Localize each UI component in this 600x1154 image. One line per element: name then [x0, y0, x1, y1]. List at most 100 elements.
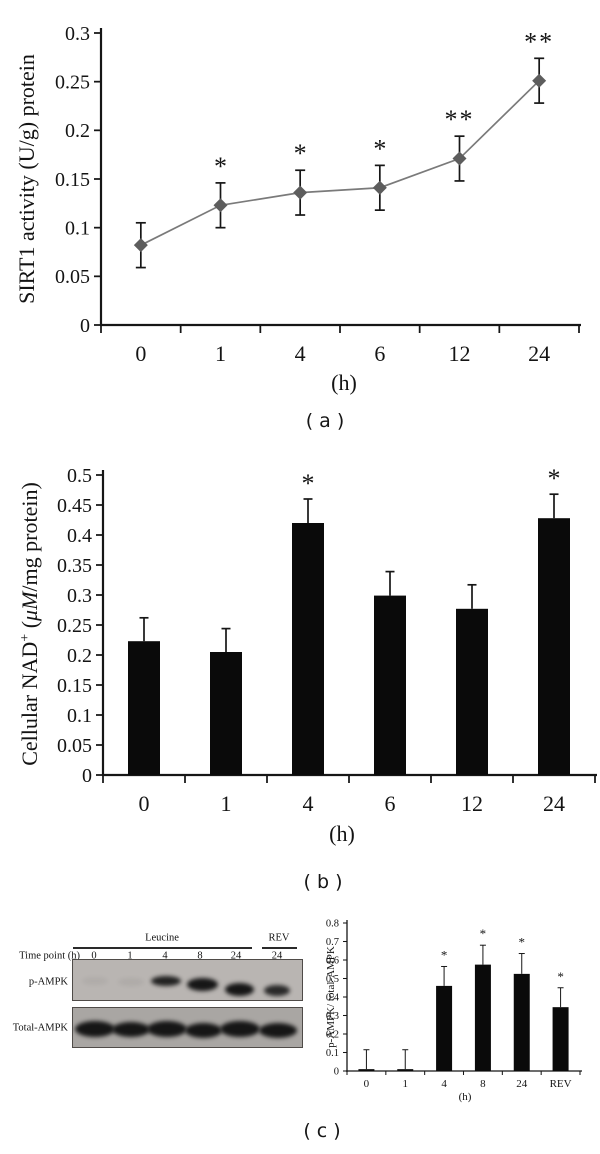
blot-band	[184, 1022, 222, 1038]
y-tick-label: 0.4	[326, 993, 340, 1004]
x-tick-label: 4	[295, 341, 306, 366]
blot-band	[147, 1021, 187, 1037]
x-tick-label: 6	[374, 341, 385, 366]
blot-band	[75, 1021, 115, 1037]
blot-band	[264, 984, 290, 996]
blot-band	[259, 1022, 297, 1038]
y-tick-label: 0	[82, 765, 92, 787]
y-tick-label: 0.1	[326, 1048, 339, 1059]
y-axis-label-segment: Cellular NAD	[17, 641, 43, 766]
x-tick-label: 0	[139, 791, 150, 816]
y-axis-label-segment: /mg protein)	[17, 482, 43, 592]
y-tick-label: 0.3	[326, 1011, 339, 1022]
x-axis-label-c: (h)	[458, 1091, 472, 1103]
significance-marker: *	[480, 926, 487, 941]
y-axis-label-segment: +	[16, 633, 33, 642]
significance-marker: *	[302, 469, 315, 498]
y-tick-label: 0	[80, 315, 90, 337]
x-tick-label: 4	[441, 1078, 447, 1090]
y-tick-label: 0.3	[67, 585, 92, 607]
significance-marker: *	[214, 152, 227, 181]
y-tick-label: 0.25	[57, 615, 92, 637]
y-tick-label: 0.3	[65, 23, 90, 45]
x-axis-label-b: (h)	[329, 821, 355, 846]
y-tick-label: 0.7	[326, 937, 339, 948]
y-axis-label-p-ampk-ratio: p-AMPK/ total-AMPK	[325, 946, 337, 1048]
blot-row-header-time-point: Time point (h)	[19, 950, 80, 962]
y-tick-label: 0.2	[65, 120, 90, 142]
y-tick-label: 0.25	[55, 71, 90, 93]
blot-strip-total-ampk	[72, 1007, 303, 1048]
bar-0	[358, 1069, 375, 1071]
blot-band	[220, 1021, 260, 1037]
y-tick-label: 0.15	[55, 169, 90, 191]
x-tick-label: 1	[215, 341, 226, 366]
y-axis-label-segment: (	[17, 620, 43, 634]
y-tick-label: 0.05	[57, 735, 92, 757]
bar-24	[538, 518, 570, 775]
bar-0	[128, 641, 160, 775]
x-tick-label: 24	[516, 1078, 528, 1090]
significance-marker: *	[373, 134, 386, 163]
y-tick-label: 0.2	[67, 645, 92, 667]
y-tick-label: 0.1	[65, 217, 90, 239]
bar-24	[513, 973, 530, 1071]
blot-strip-p-ampk	[72, 959, 303, 1001]
bar-12	[456, 608, 488, 775]
blot-group-header-leucine: Leucine	[145, 932, 179, 944]
blot-lane-label: 0	[91, 950, 97, 962]
bar-REV	[552, 1007, 569, 1071]
y-tick-label: 0.5	[326, 974, 339, 985]
significance-marker: *	[548, 464, 561, 493]
panel-label-a: ( a )	[305, 410, 345, 432]
y-tick-label: 0.1	[67, 705, 92, 727]
y-tick-label: 0.15	[57, 675, 92, 697]
panel-label-b: ( b )	[303, 871, 343, 893]
rev-underline	[262, 947, 297, 949]
y-axis-label-cellular-nad: Cellular NAD+ (μM/mg protein)	[17, 482, 43, 766]
data-line	[140, 80, 540, 246]
y-tick-label: 0.4	[67, 525, 92, 547]
y-axis-label-segment: μM	[17, 591, 43, 621]
blot-band	[112, 1021, 150, 1037]
y-tick-label: 0	[334, 1067, 339, 1078]
blot-lane-label: 8	[197, 950, 203, 962]
data-point-6	[372, 180, 387, 195]
y-tick-label: 0.2	[326, 1030, 339, 1041]
chart-b: 0 0.05 0.1 0.15 0.2 0.25 0.3 0.35 0.4 0.45 0.5 0 1 4 6…	[57, 464, 597, 816]
blot-band	[82, 977, 108, 985]
y-tick-label: 0.35	[57, 555, 92, 577]
significance-marker: *	[294, 139, 307, 168]
x-tick-label: 24	[528, 341, 550, 366]
x-tick-label: 8	[480, 1078, 486, 1090]
blot-lane-label: 1	[127, 950, 133, 962]
y-axis-label-sirt1-activity: SIRT1 activity (U/g) protein	[14, 54, 39, 304]
blot-band	[118, 978, 144, 986]
significance-marker: *	[441, 947, 448, 962]
data-point-12	[452, 151, 467, 166]
x-tick-label: 4	[303, 791, 314, 816]
x-tick-label: REV	[550, 1078, 572, 1090]
bar-1	[210, 652, 242, 775]
bar-4	[292, 523, 324, 775]
bar-6	[374, 595, 406, 775]
y-tick-label: 0.45	[57, 495, 92, 517]
bar-1	[397, 1069, 414, 1071]
data-point-1	[213, 198, 228, 213]
blot-group-header-rev: REV	[268, 932, 290, 944]
significance-marker: **	[445, 105, 475, 134]
x-tick-label: 1	[403, 1078, 409, 1090]
x-tick-label: 0	[135, 341, 146, 366]
blot-lane-label: 24	[230, 950, 242, 962]
x-axis-label-a: (h)	[331, 370, 357, 395]
x-tick-label: 1	[221, 791, 232, 816]
bar-4	[436, 985, 453, 1071]
x-tick-label: 0	[364, 1078, 370, 1090]
blot-label-total-ampk: Total-AMPK	[12, 1022, 68, 1034]
x-tick-label: 12	[461, 791, 483, 816]
blot-band	[151, 976, 181, 986]
data-point-0	[133, 238, 148, 253]
y-tick-label: 0.6	[326, 956, 339, 967]
